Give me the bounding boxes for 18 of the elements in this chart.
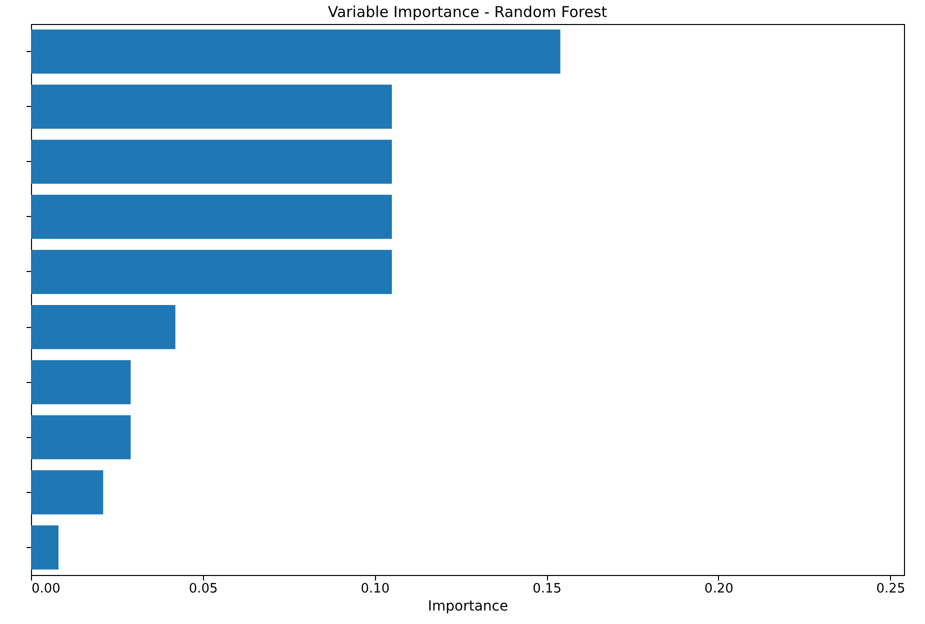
- x-tick-label: 0.20: [704, 582, 734, 596]
- bar: [31, 470, 104, 514]
- x-tick-label: 0.25: [876, 582, 906, 596]
- bar: [31, 30, 560, 74]
- x-tick-label: 0.00: [32, 582, 60, 596]
- bar: [31, 525, 58, 570]
- bar: [31, 84, 392, 129]
- chart-title: Variable Importance - Random Forest: [328, 3, 608, 21]
- bar: [31, 140, 392, 184]
- bar: [31, 305, 176, 350]
- bar: [31, 194, 392, 239]
- x-tick-label: 0.15: [532, 582, 562, 596]
- x-axis-title: Importance: [428, 598, 508, 614]
- x-tick-label: 0.10: [360, 582, 390, 596]
- x-tick-label: 0.05: [188, 582, 218, 596]
- bar: [31, 250, 392, 294]
- bar: [31, 360, 131, 404]
- bar: [31, 415, 131, 460]
